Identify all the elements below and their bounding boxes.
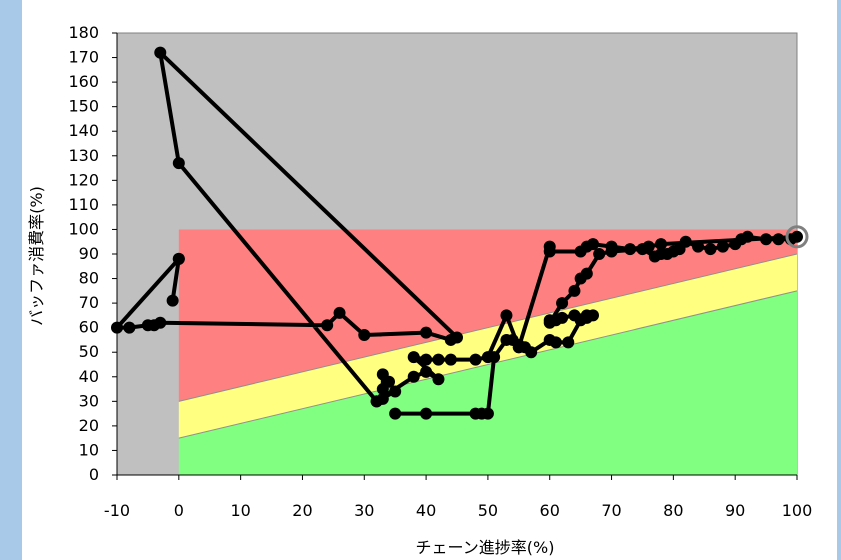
data-point: [420, 353, 433, 366]
y-tick-label: 150: [68, 97, 99, 116]
y-tick-label: 60: [79, 318, 99, 337]
axes: [112, 32, 798, 480]
data-point: [716, 240, 729, 253]
x-tick-label: 80: [663, 501, 683, 520]
x-tick-label: 0: [174, 501, 184, 520]
data-point: [172, 252, 185, 265]
data-point: [321, 319, 334, 332]
y-tick-label: 0: [89, 465, 99, 484]
data-point: [500, 309, 513, 322]
data-point: [741, 230, 754, 243]
x-tick-label: 100: [782, 501, 813, 520]
data-point: [432, 353, 445, 366]
data-point: [154, 316, 167, 329]
y-tick-label: 110: [68, 195, 99, 214]
x-tick-label: 20: [292, 501, 312, 520]
red-yellow-boundary: [178, 253, 798, 402]
data-point: [791, 230, 803, 243]
data-point: [166, 294, 179, 307]
data-point: [123, 321, 136, 334]
data-point: [500, 333, 513, 346]
green-zone: [178, 290, 797, 475]
data-point: [642, 240, 655, 253]
data-point: [568, 309, 581, 322]
data-point: [556, 297, 569, 310]
series-buffer-trend: [111, 46, 809, 420]
data-point: [420, 407, 433, 420]
data-point: [549, 336, 562, 349]
data-point: [624, 243, 637, 256]
y-tick-label: 100: [68, 219, 99, 238]
data-point: [451, 331, 463, 344]
data-point: [525, 346, 538, 359]
x-tick-label: 10: [230, 501, 250, 520]
x-tick-label: 90: [725, 501, 745, 520]
yellow-zone: [178, 254, 797, 439]
y-tick-label: 160: [68, 72, 99, 91]
data-point: [383, 375, 395, 388]
y-tick-label: 20: [79, 416, 99, 435]
data-point: [704, 243, 717, 256]
data-point: [389, 407, 402, 420]
y-tick-label: 80: [79, 269, 99, 288]
y-tick-label: 70: [79, 293, 99, 312]
data-point: [772, 233, 785, 246]
data-point: [444, 353, 457, 366]
data-point: [407, 370, 420, 383]
data-point: [370, 395, 383, 408]
data-point: [407, 351, 420, 364]
red-zone: [178, 229, 797, 402]
data-point: [605, 240, 618, 253]
data-point: [580, 309, 593, 322]
y-tick-label: 180: [68, 23, 99, 42]
data-point: [692, 240, 705, 253]
tick-labels: 0102030405060708090100110120130140150160…: [68, 23, 812, 520]
y-axis-title: バッファ消費率(%): [27, 186, 46, 326]
data-point: [488, 351, 501, 364]
data-point: [760, 233, 773, 246]
data-point: [580, 267, 593, 280]
data-point: [593, 248, 606, 260]
y-tick-label: 170: [68, 48, 99, 67]
data-point: [172, 157, 185, 170]
data-point: [543, 316, 556, 329]
data-point: [469, 353, 482, 366]
x-tick-label: -10: [104, 501, 130, 520]
data-point: [562, 336, 575, 349]
data-point: [469, 407, 482, 420]
zone-bands: [178, 229, 798, 475]
data-point: [432, 373, 445, 386]
data-point: [333, 306, 346, 319]
y-tick-label: 40: [79, 367, 99, 386]
y-tick-label: 10: [79, 440, 99, 459]
data-point: [358, 329, 371, 342]
data-point: [543, 240, 556, 253]
data-point: [655, 238, 667, 251]
data-point: [568, 284, 581, 297]
yellow-green-boundary: [178, 290, 798, 439]
data-point: [389, 385, 402, 398]
y-tick-label: 130: [68, 146, 99, 165]
y-tick-label: 90: [79, 244, 99, 263]
x-tick-label: 70: [601, 501, 621, 520]
data-point: [420, 365, 433, 378]
y-tick-label: 30: [79, 391, 99, 410]
y-tick-label: 50: [79, 342, 99, 361]
data-point: [574, 245, 587, 258]
x-axis-title: チェーン進捗率(%): [416, 538, 555, 557]
x-tick-label: 60: [540, 501, 560, 520]
x-tick-label: 40: [416, 501, 436, 520]
data-point: [420, 326, 433, 339]
y-tick-label: 120: [68, 170, 99, 189]
x-tick-label: 50: [478, 501, 498, 520]
data-point: [679, 235, 692, 248]
data-point: [154, 46, 167, 59]
x-tick-label: 30: [354, 501, 374, 520]
y-tick-label: 140: [68, 121, 99, 140]
data-point: [111, 321, 123, 334]
latest-point-highlight: [785, 225, 809, 249]
